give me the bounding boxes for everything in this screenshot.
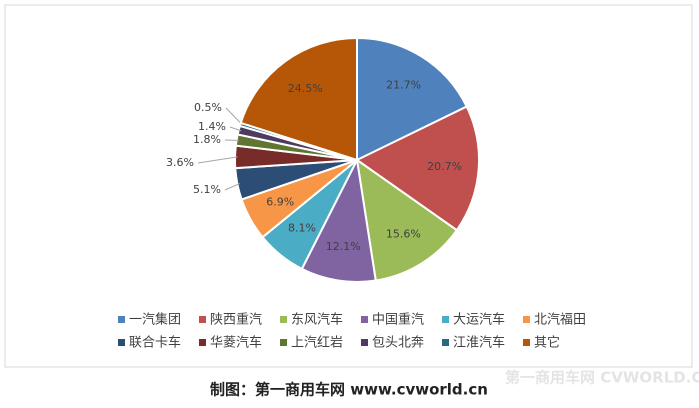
legend-label: 大运汽车	[453, 312, 505, 328]
legend-label: 包头北奔	[372, 336, 424, 351]
legend-label: 东风汽车	[291, 312, 343, 328]
data-label: 8.1%	[288, 221, 316, 234]
legend-label: 陕西重汽	[210, 312, 262, 328]
legend-swatch	[199, 316, 206, 323]
data-label: 1.4%	[198, 120, 226, 133]
legend-label: 其它	[534, 335, 560, 351]
legend-swatch	[361, 339, 368, 346]
legend-label: 一汽集团	[129, 312, 181, 328]
legend-label: 联合卡车	[129, 335, 181, 351]
legend-label: 江淮汽车	[453, 335, 505, 351]
legend-swatch	[523, 316, 530, 323]
data-label: 15.6%	[386, 228, 421, 241]
legend-label: 华菱汽车	[210, 335, 262, 351]
data-label: 24.5%	[288, 82, 323, 95]
legend-label: 北汽福田	[534, 313, 586, 328]
data-label: 5.1%	[193, 183, 221, 196]
data-label: 21.7%	[386, 79, 421, 92]
legend-swatch	[280, 316, 287, 323]
legend-swatch	[118, 339, 125, 346]
watermark: 第一商用车网 CVWORLD.CN	[505, 369, 699, 387]
legend-label: 上汽红岩	[291, 335, 343, 351]
legend-swatch	[442, 316, 449, 323]
legend-swatch	[118, 316, 125, 323]
legend-label: 中国重汽	[372, 312, 424, 328]
data-label: 1.8%	[193, 133, 221, 146]
data-label: 3.6%	[166, 156, 194, 169]
data-label: 6.9%	[266, 196, 294, 209]
legend-swatch	[361, 316, 368, 323]
data-label: 12.1%	[326, 240, 361, 253]
legend-swatch	[442, 339, 449, 346]
legend-swatch	[280, 339, 287, 346]
data-label: 20.7%	[427, 160, 462, 173]
legend-swatch	[199, 339, 206, 346]
caption: 制图：第一商用车网 www.cvworld.cn	[210, 381, 488, 399]
legend-swatch	[523, 339, 530, 346]
data-label: 0.5%	[194, 101, 222, 114]
